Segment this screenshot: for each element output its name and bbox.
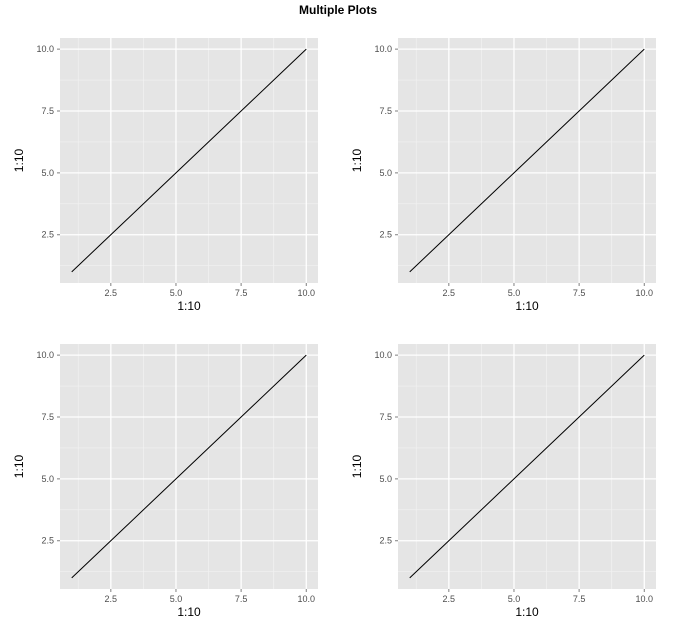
x-tick-label: 5.0 [170, 288, 183, 298]
plot-panel-top-right: 2.5 5.0 7.5 10.0 2.5 5.0 7.5 10.0 1:10 1:10 [350, 38, 656, 313]
x-tick-label: 7.5 [235, 288, 248, 298]
y-tick-label: 10.0 [36, 350, 54, 360]
x-tick-label: 7.5 [573, 594, 586, 604]
x-tick-label: 5.0 [170, 594, 183, 604]
y-tick-label: 5.0 [379, 168, 392, 178]
x-axis-title: 1:10 [515, 605, 539, 619]
x-tick-label: 7.5 [235, 594, 248, 604]
y-tick-label: 10.0 [36, 44, 54, 54]
y-tick-label: 7.5 [41, 412, 54, 422]
y-tick-label: 2.5 [379, 536, 392, 546]
y-tick-label: 7.5 [379, 412, 392, 422]
x-axis-title: 1:10 [177, 299, 201, 313]
x-tick-label: 2.5 [443, 288, 456, 298]
y-tick-label: 5.0 [41, 474, 54, 484]
y-tick-label: 10.0 [374, 350, 392, 360]
y-axis-title: 1:10 [350, 454, 364, 478]
y-tick-label: 2.5 [41, 230, 54, 240]
figure-title: Multiple Plots [299, 3, 377, 17]
x-tick-label: 2.5 [105, 288, 118, 298]
y-tick-label: 10.0 [374, 44, 392, 54]
plot-panel-bottom-right: 2.5 5.0 7.5 10.0 2.5 5.0 7.5 10.0 1:10 1:10 [350, 344, 656, 619]
y-tick-label: 7.5 [41, 106, 54, 116]
series-line [71, 354, 307, 579]
x-tick-label: 2.5 [443, 594, 456, 604]
x-tick-label: 7.5 [573, 288, 586, 298]
x-axis-title: 1:10 [515, 299, 539, 313]
plot-panel-top-left: 2.5 5.0 7.5 10.0 2.5 5.0 7.5 10.0 1:10 1:10 [12, 38, 318, 313]
x-tick-label: 5.0 [508, 594, 521, 604]
y-axis-title: 1:10 [12, 148, 26, 172]
y-tick-label: 5.0 [379, 474, 392, 484]
series-line [409, 48, 645, 273]
x-axis-title: 1:10 [177, 605, 201, 619]
x-tick-label: 10.0 [298, 594, 316, 604]
series-line [409, 354, 645, 579]
y-tick-label: 2.5 [41, 536, 54, 546]
x-tick-label: 5.0 [508, 288, 521, 298]
y-axis-title: 1:10 [350, 148, 364, 172]
series-line [71, 48, 307, 273]
y-axis-title: 1:10 [12, 454, 26, 478]
plot-panel-bottom-left: 2.5 5.0 7.5 10.0 2.5 5.0 7.5 10.0 1:10 1:10 [12, 344, 318, 619]
x-tick-label: 10.0 [298, 288, 316, 298]
x-tick-label: 2.5 [105, 594, 118, 604]
y-tick-label: 2.5 [379, 230, 392, 240]
x-tick-label: 10.0 [636, 288, 654, 298]
y-tick-label: 5.0 [41, 168, 54, 178]
y-tick-label: 7.5 [379, 106, 392, 116]
x-tick-label: 10.0 [636, 594, 654, 604]
